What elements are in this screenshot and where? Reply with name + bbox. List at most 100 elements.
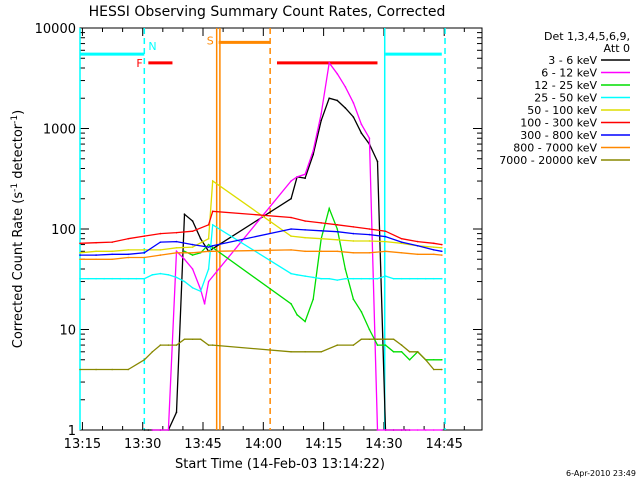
series-point — [320, 113, 323, 115]
series-point — [368, 328, 371, 331]
series-point — [127, 253, 130, 256]
series-point — [191, 254, 194, 256]
series-point — [400, 242, 403, 245]
series-point — [79, 368, 81, 371]
series-point — [336, 239, 339, 241]
series-point — [432, 358, 435, 361]
series-point — [183, 280, 186, 283]
series-point — [408, 429, 411, 431]
series-point — [304, 236, 306, 239]
series-point — [207, 280, 210, 283]
series-point — [376, 344, 379, 346]
series-point — [119, 277, 121, 280]
state-bar-label: N — [148, 40, 156, 53]
series-point — [352, 344, 355, 346]
series-point — [111, 253, 113, 256]
series-point — [424, 358, 427, 361]
series-point — [336, 279, 339, 281]
series-point — [312, 298, 314, 301]
series-point — [384, 235, 387, 238]
series-point — [143, 358, 146, 361]
state-bar-label: F — [136, 57, 142, 70]
series-point — [432, 242, 435, 245]
x-tick-label: 13:30 — [124, 437, 161, 452]
series-point — [199, 290, 202, 293]
series-point — [416, 429, 419, 431]
series-point — [352, 251, 355, 254]
series-point — [360, 338, 363, 341]
series-point — [400, 237, 403, 240]
series-point — [384, 230, 387, 233]
series-point — [344, 85, 347, 88]
series-point — [432, 277, 435, 280]
series-point — [159, 241, 162, 243]
series-point — [211, 245, 214, 247]
series-point — [408, 358, 411, 361]
series-point — [352, 240, 355, 242]
series-point — [336, 224, 339, 226]
series-point — [368, 277, 371, 280]
series-point — [320, 250, 323, 253]
series-point — [432, 429, 435, 431]
legend-entry-label: 800 - 7000 keV — [513, 142, 597, 155]
series-point — [296, 314, 298, 316]
series-point — [79, 258, 81, 261]
series-point — [183, 338, 186, 341]
series-point — [368, 137, 371, 140]
series-point — [207, 243, 210, 246]
series-point — [368, 228, 371, 230]
series-point — [127, 249, 130, 251]
series-point — [400, 241, 403, 243]
series-point — [328, 62, 331, 64]
series-point — [127, 237, 130, 240]
x-tick-label: 14:45 — [425, 437, 462, 452]
x-tick-label: 13:15 — [64, 437, 101, 452]
series-point — [143, 235, 146, 237]
series-point — [376, 429, 379, 431]
series-point — [400, 251, 403, 254]
series-point — [290, 249, 292, 251]
series-point — [290, 350, 292, 353]
legend-entry-label: 3 - 6 keV — [548, 54, 597, 67]
series-point — [199, 338, 202, 341]
series-point — [432, 253, 435, 256]
series-point — [312, 153, 314, 156]
series-point — [95, 250, 97, 253]
series-point — [441, 243, 443, 246]
series-point — [344, 277, 347, 280]
series-point — [175, 344, 178, 346]
series-point — [143, 277, 146, 280]
series-point — [368, 240, 371, 242]
series-point — [416, 253, 419, 256]
series-point — [376, 160, 379, 163]
series-point — [95, 368, 97, 371]
series-point — [191, 230, 194, 233]
y-axis-label: Corrected Count Rate (s-1 detector-1) — [10, 110, 26, 348]
series-point — [392, 338, 395, 341]
series-point — [352, 298, 355, 301]
y-tick-label: 10000 — [35, 22, 76, 37]
series-point — [175, 251, 178, 254]
series-point — [400, 277, 403, 280]
series-line — [79, 210, 442, 246]
x-axis: 13:15 13:30 13:45 14:00 14:15 14:30 14:45 — [64, 28, 465, 452]
series-point — [336, 73, 339, 75]
series-point — [151, 274, 154, 276]
series-point — [175, 247, 178, 249]
series-point — [384, 344, 387, 346]
series-point — [159, 429, 162, 431]
y-tick-label: 100 — [51, 223, 76, 238]
series-point — [175, 411, 178, 414]
series-point — [296, 274, 298, 276]
series-point — [400, 344, 403, 346]
series-point — [352, 116, 355, 118]
series-point — [344, 107, 347, 109]
series-point — [336, 99, 339, 102]
series-point — [207, 250, 210, 253]
series-point — [392, 429, 395, 431]
legend-entry-label: 300 - 800 keV — [520, 129, 597, 142]
series-point — [127, 277, 130, 280]
series-point — [384, 250, 387, 253]
series-point — [384, 240, 387, 243]
